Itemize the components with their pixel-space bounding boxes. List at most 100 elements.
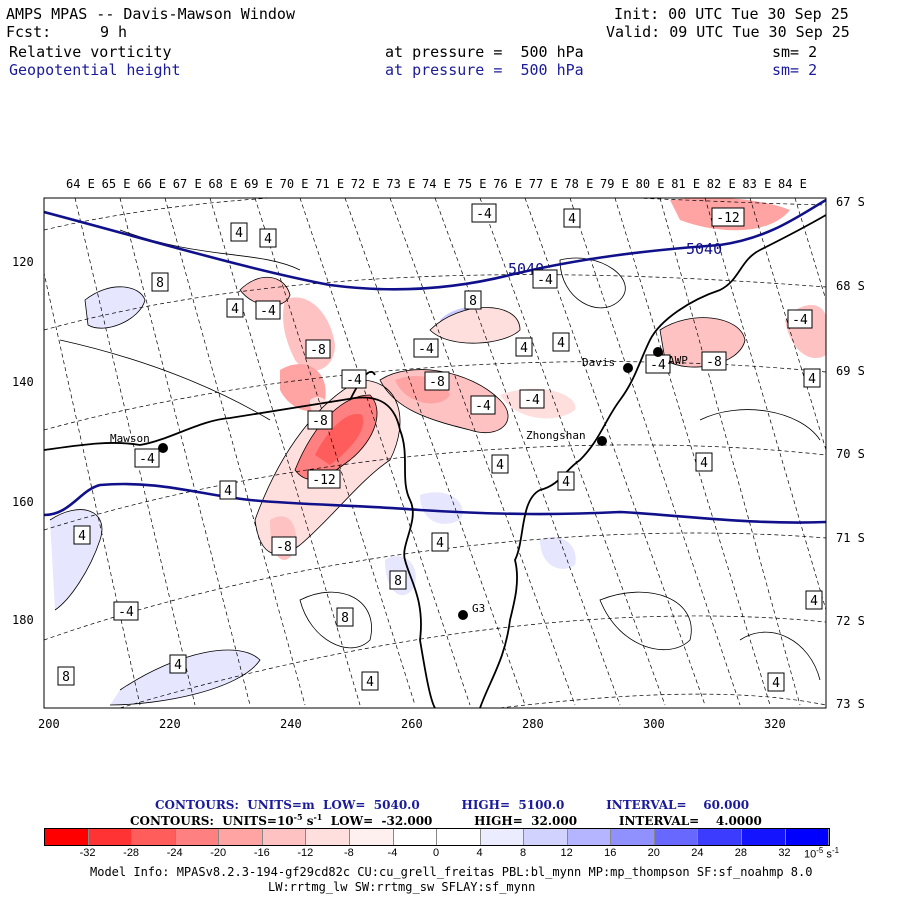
- meridian-line: [659, 198, 801, 706]
- vort-contour: [59, 339, 271, 421]
- vort-label: -8: [276, 540, 292, 555]
- station-marker: [597, 436, 607, 446]
- vort-label-box: [557, 471, 575, 491]
- parallel-line: [119, 615, 826, 708]
- vort-label: -4: [524, 393, 540, 408]
- colorbar-swatch: [88, 829, 133, 845]
- station-marker: [158, 443, 168, 453]
- meridian-line: [794, 198, 826, 301]
- vort-label-box: [151, 272, 169, 292]
- top-tick-label: 72 E: [351, 177, 380, 191]
- vort-label: 4: [231, 302, 239, 317]
- vort-label: 4: [700, 456, 708, 471]
- vort-label: 4: [436, 536, 444, 551]
- plot-frame: [43, 197, 827, 709]
- vort-label: 4: [174, 658, 182, 673]
- right-tick-label: 72 S: [836, 614, 865, 628]
- vort-label-box: [169, 654, 187, 674]
- colorbar-label: 32: [778, 847, 791, 859]
- chart-title: AMPS MPAS -- Davis-Mawson Window: [6, 5, 295, 23]
- vort-label: -12: [716, 211, 739, 226]
- vort-label-box: [787, 309, 813, 329]
- right-tick-label: 67 S: [836, 195, 865, 209]
- bottom-tick-label: 220: [159, 717, 181, 731]
- vort-label-box: [57, 666, 75, 686]
- top-tick-label: 68 E: [208, 177, 237, 191]
- vort-label-box: [805, 590, 823, 610]
- colorbar-label: -4: [387, 847, 398, 859]
- vort-label: 4: [810, 594, 818, 609]
- parallel-line: [499, 693, 826, 708]
- vort-label-box: [259, 228, 277, 248]
- vort-contour: [559, 257, 626, 309]
- colorbar-swatch: [654, 829, 699, 845]
- colorbar-swatch: [524, 829, 568, 845]
- left-tick-label: 120: [12, 255, 34, 269]
- meridian-line: [704, 198, 826, 611]
- vort-shade: [420, 492, 463, 524]
- colorbar: [44, 828, 830, 846]
- station-label: Davis: [582, 356, 615, 369]
- height-contour-label: 5040: [686, 240, 722, 258]
- station-marker: [458, 610, 468, 620]
- colorbar-label: 8: [520, 847, 527, 859]
- meridian-line: [524, 198, 706, 706]
- vort-shade: [85, 286, 145, 329]
- vort-label-box: [563, 208, 581, 228]
- colorbar-label: -28: [123, 847, 140, 859]
- bottom-tick-label: 280: [522, 717, 544, 731]
- valid-time: Valid: 09 UTC Tue 30 Sep 25: [606, 23, 850, 41]
- vort-label-box: [470, 395, 496, 415]
- vort-label: -4: [118, 605, 134, 620]
- graticule: [44, 198, 826, 708]
- model-info-line2: LW:rrtmg_lw SW:rrtmg_sw SFLAY:sf_mynn: [268, 880, 536, 894]
- bottom-tick-label: 200: [38, 717, 60, 731]
- parallel-line: [44, 274, 826, 331]
- height-contour-5040-north: [44, 198, 826, 291]
- top-tick-label: 78 E: [564, 177, 593, 191]
- vort-label: 4: [520, 341, 528, 356]
- colorbar-swatch: [742, 829, 786, 845]
- colorbar-swatch: [785, 829, 830, 845]
- init-time: Init: 00 UTC Tue 30 Sep 25: [614, 5, 849, 23]
- vort-label: -4: [139, 452, 155, 467]
- vort-label-box: [711, 207, 745, 227]
- vort-label-box: [336, 607, 354, 627]
- vort-label-box: [552, 332, 570, 352]
- vort-label: 8: [341, 611, 349, 626]
- vort-contour: [379, 369, 509, 434]
- vort-label: 4: [568, 212, 576, 227]
- left-tick-label: 140: [12, 375, 34, 389]
- vort-shade: [110, 650, 260, 705]
- colorbar-swatch: [219, 829, 263, 845]
- vort-label: 4: [224, 484, 232, 499]
- top-tick-label: 64 E: [66, 177, 95, 191]
- vort-shade: [430, 307, 520, 344]
- colorbar-swatch: [567, 829, 612, 845]
- top-tick-label: 76 E: [493, 177, 522, 191]
- field2-smoothing: sm= 2: [772, 61, 818, 79]
- vort-contour: [659, 317, 746, 368]
- parallel-line: [44, 444, 826, 531]
- top-tick-label: 77 E: [529, 177, 558, 191]
- vort-label-box: [73, 525, 91, 545]
- vort-label: -12: [312, 473, 335, 488]
- station-label: AWP: [668, 354, 688, 367]
- vort-label: -4: [476, 207, 492, 222]
- colorbar-label: -8: [343, 847, 354, 859]
- field2-name: Geopotential height: [9, 61, 181, 79]
- vort-label-box: [389, 570, 407, 590]
- vort-label: 4: [496, 458, 504, 473]
- station-label: G3: [472, 602, 485, 615]
- vort-label: 4: [235, 226, 243, 241]
- vort-label-box: [307, 410, 333, 430]
- forecast-label: Fcst:: [6, 23, 52, 41]
- vort-label: 4: [366, 675, 374, 690]
- meridian-line: [434, 198, 621, 706]
- colorbar-swatch: [175, 829, 220, 845]
- vort-label-box: [271, 536, 297, 556]
- top-tick-label: 75 E: [458, 177, 487, 191]
- vort-label: 8: [62, 670, 70, 685]
- vort-label: 8: [394, 574, 402, 589]
- bottom-tick-label: 300: [643, 717, 665, 731]
